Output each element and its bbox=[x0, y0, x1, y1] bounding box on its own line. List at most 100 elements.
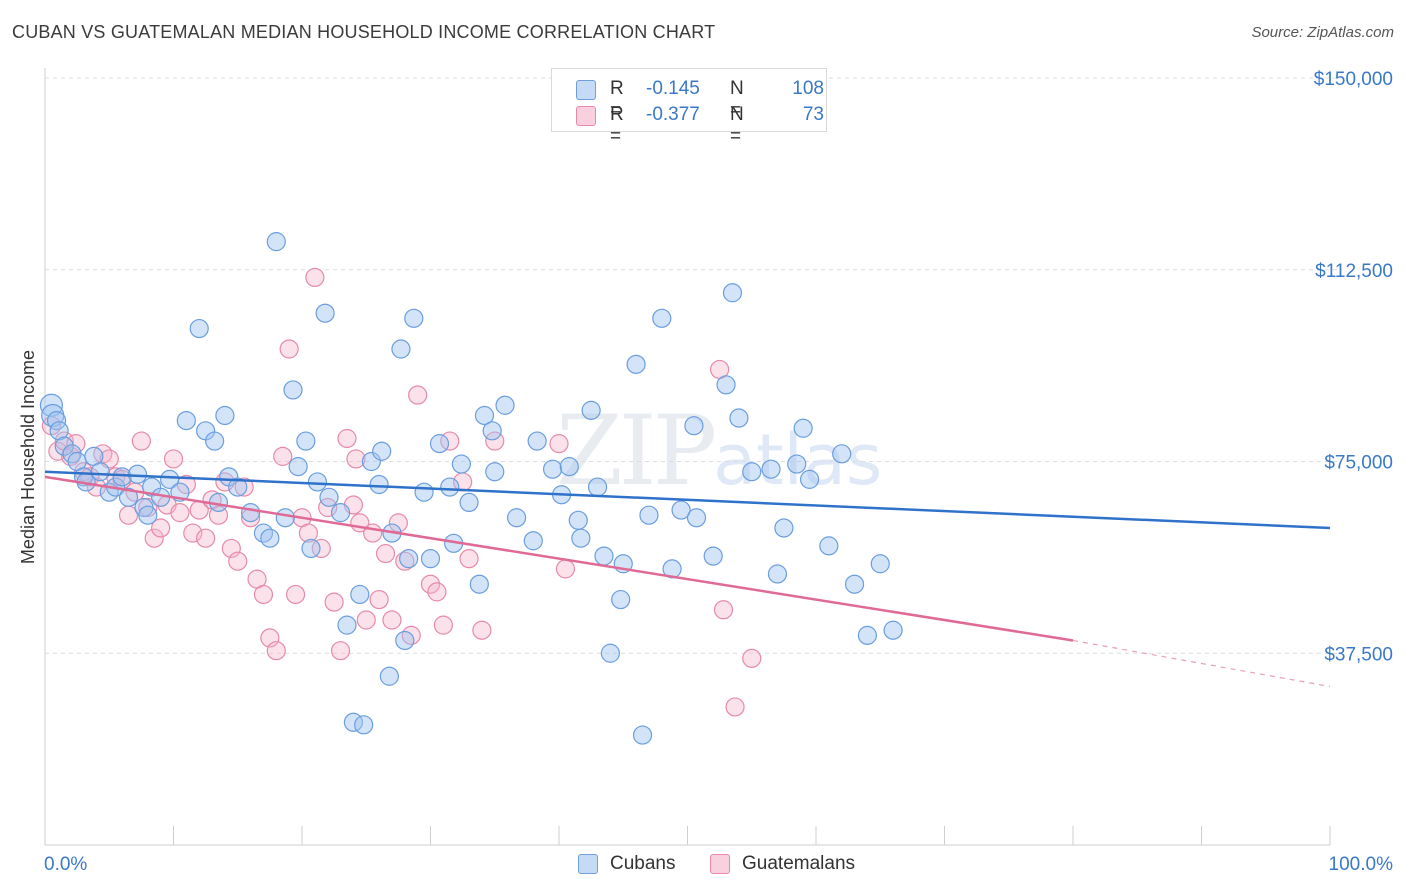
y-axis-label: Median Household Income bbox=[18, 350, 38, 564]
guatemalans-point bbox=[337, 428, 357, 449]
guatemalans-point bbox=[131, 431, 151, 451]
cubans-point bbox=[391, 339, 411, 359]
series-cubans bbox=[39, 232, 903, 745]
guatemalans-point bbox=[266, 641, 286, 661]
guatemalans-point bbox=[228, 551, 248, 571]
guatemalans-point bbox=[459, 549, 479, 569]
cubans-point bbox=[793, 418, 813, 438]
cubans-point bbox=[474, 405, 495, 426]
cubans-point bbox=[440, 477, 460, 497]
cubans-point bbox=[819, 536, 839, 556]
cubans-point bbox=[253, 523, 274, 543]
y-tick-label: $37,500 bbox=[1324, 644, 1393, 665]
guatemalans-point bbox=[298, 523, 319, 543]
legend-n-label: N = bbox=[730, 78, 744, 121]
cubans-point bbox=[39, 393, 64, 417]
cubans-point bbox=[611, 589, 631, 610]
cubans-point bbox=[559, 457, 579, 477]
legend-n-value: 108 bbox=[792, 78, 824, 99]
guatemalans-point bbox=[742, 648, 762, 668]
cubans-point bbox=[118, 487, 139, 507]
guatemalans-point bbox=[375, 543, 396, 564]
cubans-point bbox=[266, 232, 286, 252]
cubans-point bbox=[275, 508, 295, 528]
x-tick-label-min: 0.0% bbox=[44, 854, 87, 875]
chart-title: CUBAN VS GUATEMALAN MEDIAN HOUSEHOLD INC… bbox=[12, 22, 716, 42]
guatemalans-point bbox=[318, 497, 338, 518]
cubans-point bbox=[330, 503, 351, 523]
y-tick-label: $150,000 bbox=[1314, 69, 1393, 90]
cubans-point bbox=[527, 431, 547, 451]
guatemalans-point bbox=[555, 559, 576, 579]
cubans-point bbox=[296, 431, 316, 451]
cubans-point bbox=[581, 400, 601, 420]
cubans-point bbox=[372, 441, 392, 461]
legend-r-value: -0.377 bbox=[646, 104, 700, 125]
cubans-point bbox=[189, 318, 209, 339]
guatemalans-point bbox=[472, 620, 492, 640]
guatemalans-point bbox=[713, 600, 734, 620]
cubans-point bbox=[626, 354, 646, 374]
cubans-point bbox=[523, 531, 543, 551]
trend-lines bbox=[44, 470, 1331, 688]
guatemalans-point bbox=[144, 528, 164, 548]
guatemalans-point bbox=[163, 449, 184, 469]
series-guatemalans bbox=[41, 267, 762, 717]
guatemalans-point bbox=[330, 641, 351, 661]
cubans-point bbox=[90, 462, 110, 482]
legend-label-cubans: Cubans bbox=[610, 853, 676, 874]
tick-labels: $37,500 $75,000 $112,500 $150,000 0.0% 100.0% bbox=[44, 69, 1393, 875]
y-tick-label: $75,000 bbox=[1324, 453, 1393, 474]
cubans-point bbox=[160, 469, 180, 489]
guatemalans-point bbox=[151, 518, 171, 538]
cubans-point bbox=[241, 503, 261, 523]
guatemalans-point bbox=[382, 610, 402, 630]
cubans-point bbox=[761, 459, 781, 479]
cubans-point bbox=[742, 462, 762, 482]
cubans-point bbox=[429, 434, 450, 454]
guatemalans-point bbox=[253, 584, 274, 605]
guatemalans-point bbox=[279, 339, 299, 359]
cubans-point bbox=[215, 405, 235, 426]
guatemalans-point bbox=[311, 538, 331, 559]
cubans-point bbox=[729, 408, 749, 428]
cubans-point bbox=[652, 308, 672, 328]
cubans-point bbox=[857, 625, 878, 645]
guatemalans-point bbox=[324, 592, 344, 612]
cubans-point bbox=[459, 492, 479, 513]
guatemalans-point bbox=[196, 528, 216, 548]
legend-swatch-guatemalans bbox=[576, 106, 596, 126]
cubans-point bbox=[283, 380, 303, 400]
cubans-point bbox=[571, 528, 591, 548]
cubans-point bbox=[799, 469, 820, 489]
cubans-point bbox=[414, 482, 434, 502]
y-tick-label: $112,500 bbox=[1315, 261, 1393, 282]
cubans-point bbox=[870, 554, 890, 574]
guatemalans-point bbox=[285, 584, 306, 605]
cubans-point bbox=[485, 462, 505, 482]
correlation-legend: R = -0.145 N = 108 R = -0.377 N = 73 bbox=[551, 68, 827, 147]
cubans-point bbox=[138, 505, 158, 525]
guatemalans-point bbox=[433, 615, 453, 635]
guatemalans-point bbox=[408, 385, 428, 405]
cubans-point bbox=[787, 454, 807, 474]
legend-r-label: R = bbox=[610, 104, 624, 147]
guatemalans-point bbox=[273, 446, 293, 466]
cubans-point bbox=[716, 375, 736, 395]
cubans-point bbox=[49, 421, 69, 441]
guatemalans-point bbox=[215, 472, 235, 492]
cubans-point bbox=[288, 457, 308, 477]
cubans-point bbox=[420, 549, 441, 569]
guatemalans-point bbox=[420, 574, 441, 594]
cubans-point bbox=[469, 574, 489, 594]
legend-swatch-cubans bbox=[576, 80, 596, 100]
cubans-point bbox=[495, 395, 515, 415]
cubans-point bbox=[369, 474, 389, 495]
legend-n-value: 73 bbox=[802, 104, 824, 125]
cubans-point bbox=[228, 477, 248, 497]
guatemalans-point bbox=[346, 449, 366, 469]
guatemalans-trend-line bbox=[44, 475, 1074, 642]
cubans-point bbox=[832, 444, 852, 464]
cubans-point bbox=[703, 546, 723, 566]
